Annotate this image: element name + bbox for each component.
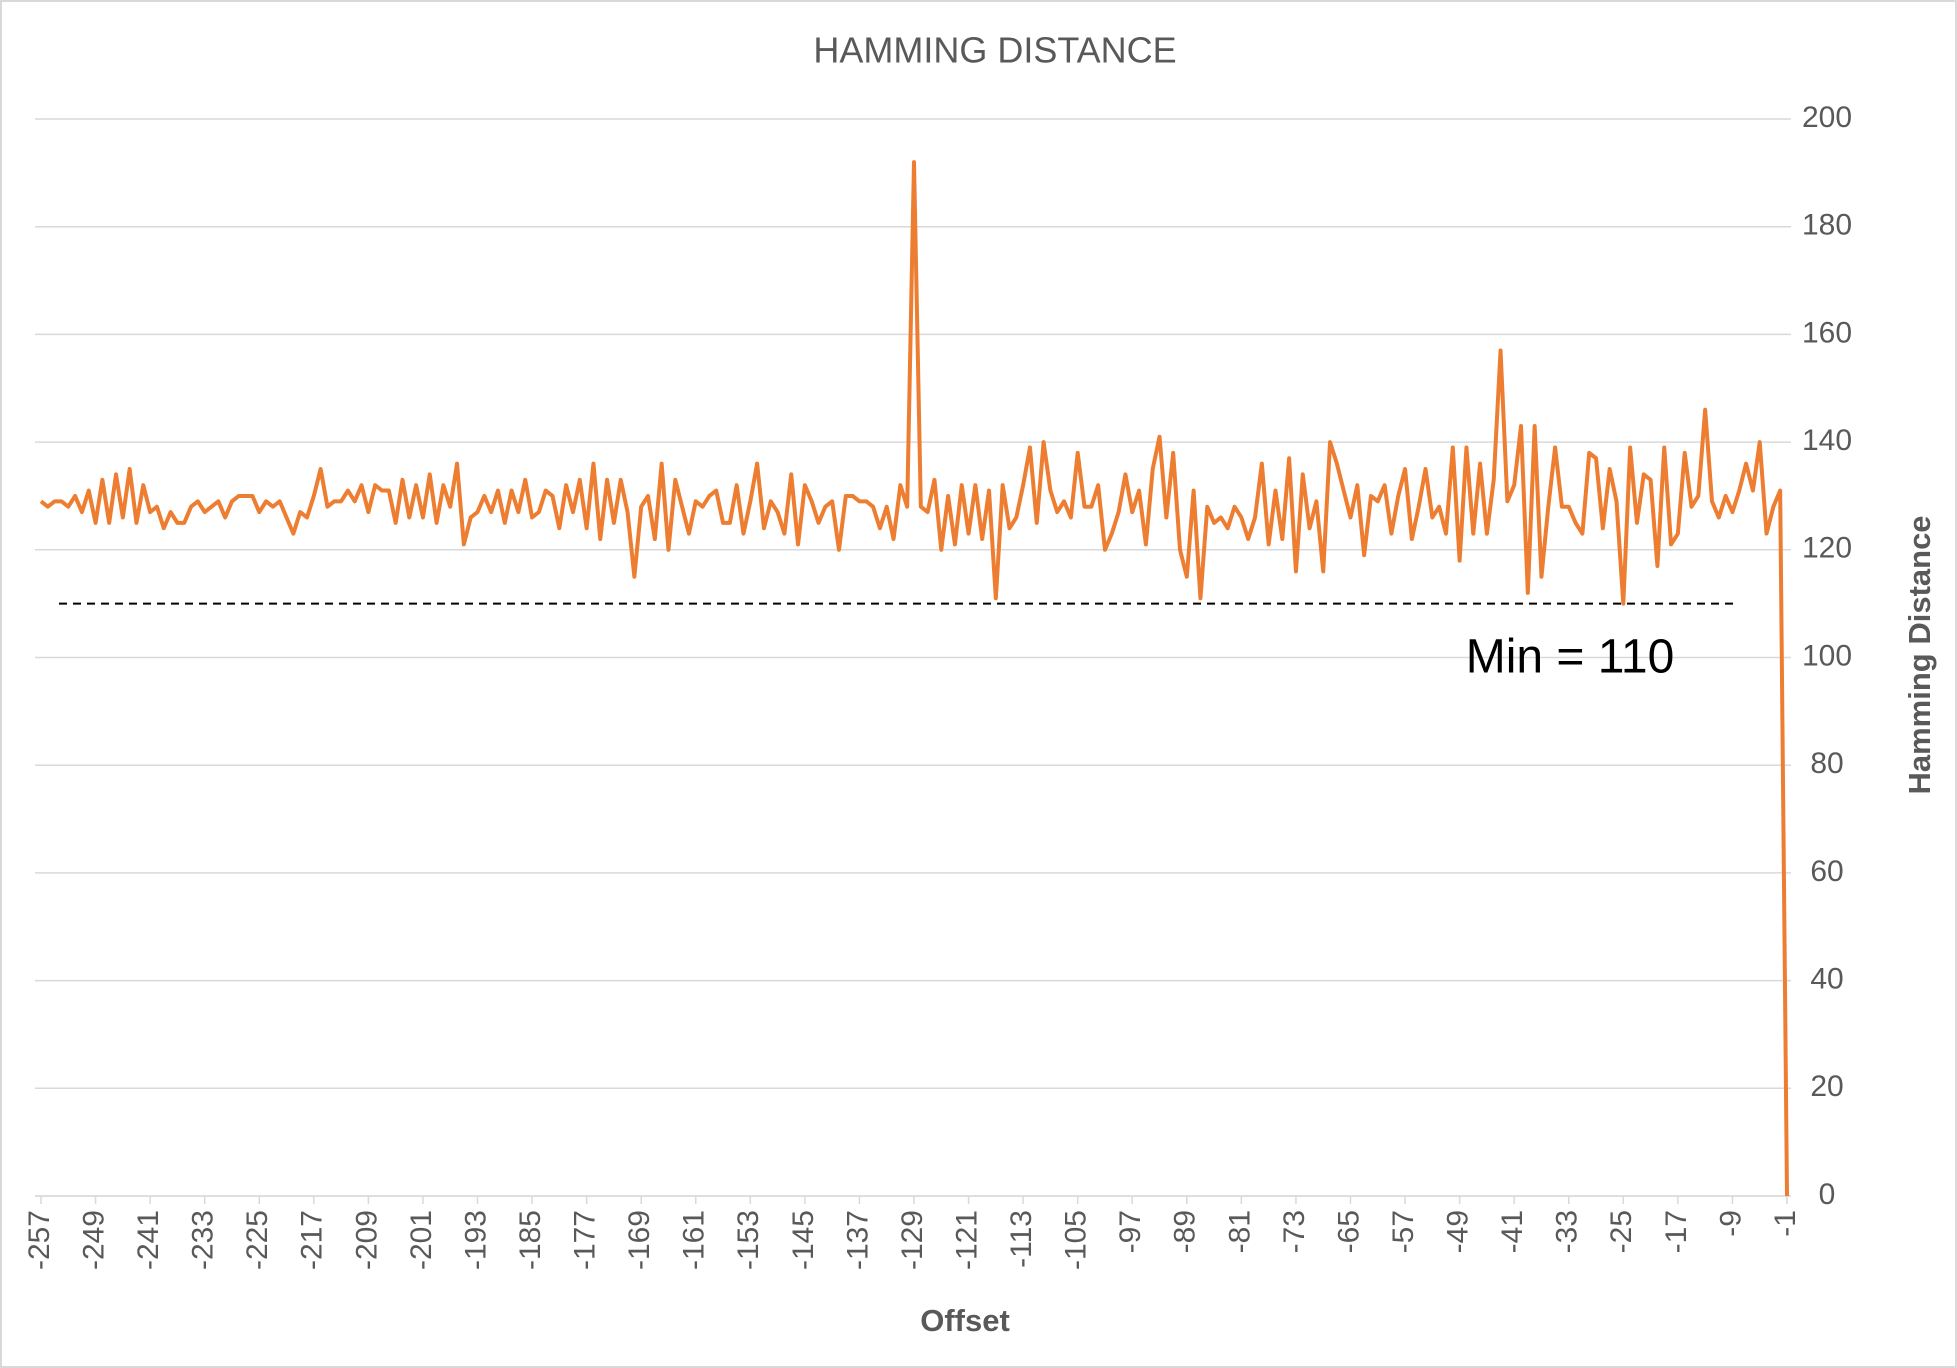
x-tick-label: -153 xyxy=(732,1210,765,1270)
x-tick-label: -145 xyxy=(787,1210,820,1270)
chart-title: HAMMING DISTANCE xyxy=(813,30,1176,71)
x-tick-label: -9 xyxy=(1714,1210,1747,1237)
x-tick-label: -225 xyxy=(241,1210,274,1270)
y-tick-label: 40 xyxy=(1810,963,1843,996)
x-tick-label: -105 xyxy=(1060,1210,1093,1270)
y-tick-label: 80 xyxy=(1810,747,1843,780)
x-tick-label: -1 xyxy=(1769,1210,1802,1237)
y-tick-label: 200 xyxy=(1802,101,1852,134)
x-tick-label: -201 xyxy=(405,1210,438,1270)
x-tick-label: -57 xyxy=(1387,1210,1420,1253)
x-tick-label: -65 xyxy=(1332,1210,1365,1253)
y-tick-label: 0 xyxy=(1819,1178,1836,1211)
x-tick-label: -137 xyxy=(841,1210,874,1270)
x-tick-label: -161 xyxy=(678,1210,711,1270)
y-tick-label: 20 xyxy=(1810,1070,1843,1103)
x-tick-label: -25 xyxy=(1605,1210,1638,1253)
x-tick-label: -97 xyxy=(1114,1210,1147,1253)
y-tick-label: 60 xyxy=(1810,855,1843,888)
x-tick-label: -81 xyxy=(1223,1210,1256,1253)
x-tick-label: -129 xyxy=(896,1210,929,1270)
y-tick-label: 100 xyxy=(1802,639,1852,672)
x-tick-label: -49 xyxy=(1442,1210,1475,1253)
x-axis-title: Offset xyxy=(920,1303,1010,1338)
x-tick-label: -209 xyxy=(350,1210,383,1270)
x-tick-label: -169 xyxy=(623,1210,656,1270)
x-tick-label: -233 xyxy=(187,1210,220,1270)
x-tick-label: -33 xyxy=(1551,1210,1584,1253)
x-tick-label: -89 xyxy=(1169,1210,1202,1253)
x-tick-label: -185 xyxy=(514,1210,547,1270)
y-tick-label: 160 xyxy=(1802,316,1852,349)
x-tick-label: -177 xyxy=(569,1210,602,1270)
data-line xyxy=(39,160,1789,1197)
x-tick-label: -113 xyxy=(1005,1210,1038,1268)
y-tick-label: 120 xyxy=(1802,532,1852,565)
x-tick-label: -217 xyxy=(296,1210,329,1270)
x-tick-label: -193 xyxy=(459,1210,492,1270)
y-tick-label: 140 xyxy=(1802,424,1852,457)
x-tick-label: -249 xyxy=(77,1210,110,1270)
x-tick-label: -41 xyxy=(1496,1210,1529,1253)
y-tick-label: 180 xyxy=(1802,209,1852,242)
y-axis-title: Hamming Distance xyxy=(1902,515,1937,794)
x-tick-label: -257 xyxy=(23,1210,56,1270)
x-tick-label: -17 xyxy=(1660,1210,1693,1253)
min-annotation: Min = 110 xyxy=(1466,630,1675,683)
x-tick-label: -241 xyxy=(132,1210,165,1270)
x-tick-label: -73 xyxy=(1278,1210,1311,1253)
x-tick-label: -121 xyxy=(950,1210,983,1270)
